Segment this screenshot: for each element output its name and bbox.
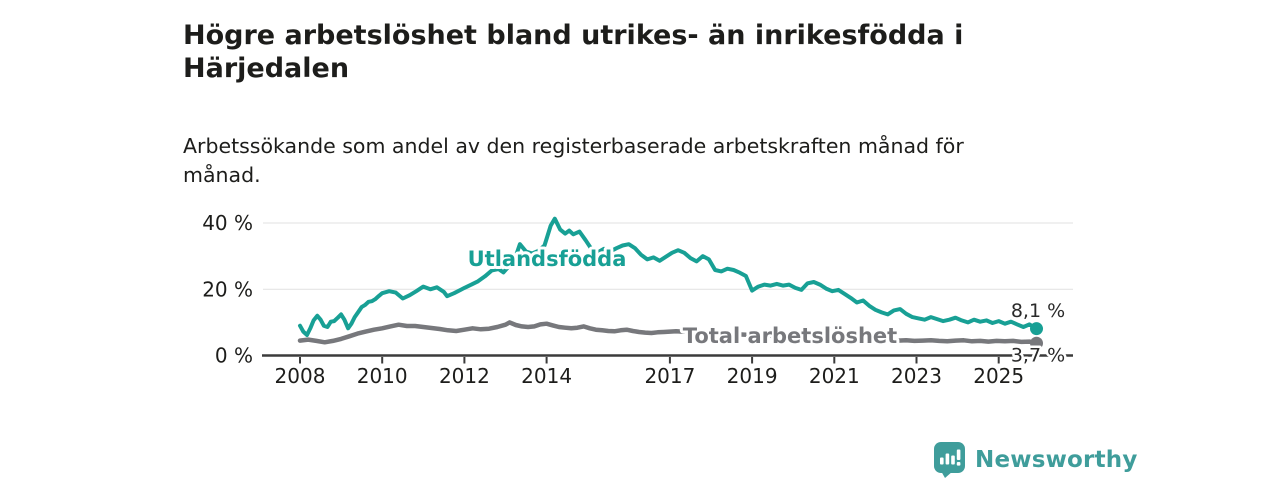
y-tick-label: 40 %: [202, 211, 253, 235]
total-series-label: Total arbetslöshet: [683, 324, 897, 348]
chart-subtitle: Arbetssökande som andel av den registerb…: [183, 133, 964, 188]
x-tick-label: 2025: [973, 364, 1024, 388]
gridlines: [263, 222, 1073, 290]
x-tick-label: 2021: [809, 364, 860, 388]
x-tick-label: 2008: [275, 364, 326, 388]
page-title: Högre arbetslöshet bland utrikes- än inr…: [183, 20, 964, 85]
newsworthy-logo-icon: [934, 442, 965, 478]
x-tick-label: 2010: [357, 364, 408, 388]
utlandsfodda-series-label: Utlandsfödda: [468, 247, 627, 271]
x-tick-label: 2014: [521, 364, 572, 388]
x-tick-label: 2017: [644, 364, 695, 388]
x-axis: [262, 354, 1073, 364]
brand-name: Newsworthy: [975, 446, 1138, 473]
x-tick-label: 2023: [891, 364, 942, 388]
x-tick-label: 2019: [727, 364, 778, 388]
total-arbetsloshet-line: [297, 320, 1039, 346]
y-tick-label: 0 %: [215, 344, 253, 368]
utlandsfodda-line: [298, 216, 1039, 337]
newsworthy-brand-link[interactable]: Newsworthy: [933, 441, 1138, 478]
utlandsfodda-end-value-label: 8,1 %: [1011, 300, 1065, 322]
y-tick-label: 20 %: [202, 277, 253, 301]
total-end-value-label: 3,7 %: [1011, 345, 1065, 367]
utlandsfodda-end-dot: [1030, 322, 1044, 336]
x-axis-tick-labels: 2008 2010 2012 2014 2017 2019 2021 2023 2025: [275, 364, 1025, 388]
x-tick-label: 2012: [439, 364, 490, 388]
total-end-dot: [1030, 336, 1044, 350]
y-axis-tick-labels: 0 % 20 % 40 %: [202, 211, 253, 368]
